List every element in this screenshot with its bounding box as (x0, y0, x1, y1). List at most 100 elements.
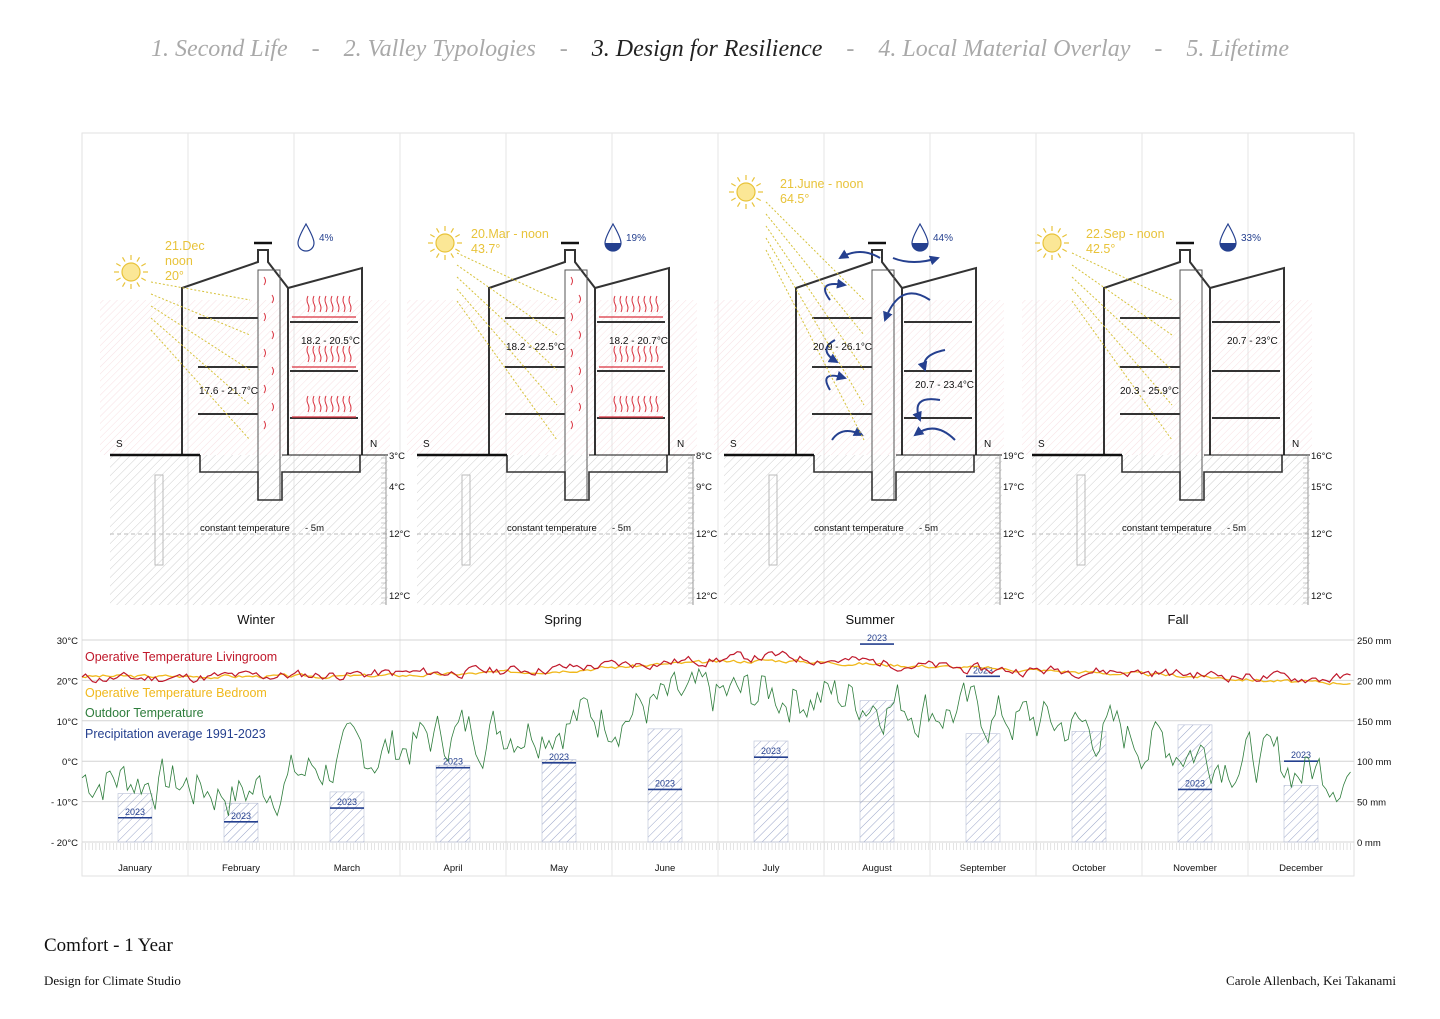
ground-temperature-label: 19°C (1003, 451, 1024, 462)
author-names: Carole Allenbach, Kei Takanami (1226, 973, 1396, 988)
room-temperature-range: 18.2 - 20.5°C (301, 336, 360, 347)
ground-temperature-label: 12°C (1003, 591, 1024, 602)
precipitation-2023-label: 2023 (867, 633, 887, 643)
room-temperature-range: 18.2 - 22.5°C (506, 342, 565, 353)
heat-emission-mark (306, 345, 310, 363)
ground-depth-label: - 5m (305, 523, 324, 534)
sun-ray (730, 182, 736, 187)
building-outline (795, 249, 977, 455)
basement-outline (199, 455, 361, 501)
sunlight-ray (1071, 288, 1173, 406)
heat-emission-mark (312, 345, 316, 363)
sun-ray (455, 233, 461, 238)
chimney-heat-mark (578, 402, 581, 412)
sunlight-ray (150, 329, 251, 441)
heat-emission-mark (324, 295, 328, 313)
nav-item-lifetime[interactable]: 5. Lifetime (1186, 36, 1290, 62)
chimney-heat-mark (271, 402, 274, 412)
season-label: Winter (237, 612, 275, 627)
nav-item-valley-typologies[interactable]: 2. Valley Typologies (343, 36, 536, 62)
chimney-heat-mark (570, 312, 573, 322)
month-label: July (763, 863, 780, 874)
section-navigation: 1. Second Life -2. Valley Typologies -3. D… (0, 36, 1440, 63)
room-temperature-range: 20.7 - 23.4°C (915, 380, 974, 391)
ground-temperature-label: 15°C (1311, 482, 1332, 493)
heat-emission-mark (348, 395, 352, 413)
chimney-heat-mark (570, 348, 573, 358)
room-temperature-range: 20.9 - 26.1°C (813, 342, 872, 353)
airflow-arrow (825, 370, 847, 391)
heat-emission-mark (625, 345, 629, 363)
constant-temperature-label: constant temperature (1122, 523, 1212, 534)
heat-emission-mark (643, 395, 647, 413)
sun-ray (1057, 253, 1062, 259)
heat-emission-mark (649, 395, 653, 413)
airflow-arrow (912, 398, 941, 422)
orientation-south: S (423, 439, 430, 450)
sun-angle-label: 43.7° (471, 242, 500, 256)
right-axis-tick-label: 150 mm (1357, 717, 1391, 728)
sun-ray (115, 262, 121, 267)
sun-ray (1062, 233, 1068, 238)
sun-ray (450, 253, 455, 259)
month-label: May (550, 863, 568, 874)
nav-item-second-life[interactable]: 1. Second Life (150, 36, 288, 62)
month-label: June (655, 863, 676, 874)
heat-emission-mark (342, 345, 346, 363)
sun-ray (736, 176, 741, 182)
heat-emission-mark (619, 295, 623, 313)
precipitation-share-label: 19% (626, 233, 646, 244)
precipitation-2023-label: 2023 (1185, 778, 1205, 788)
precipitation-bar (647, 728, 683, 843)
sun-ray (136, 256, 141, 262)
nav-item-design-for-resilience[interactable]: 3. Design for Resilience (591, 36, 823, 62)
season-label: Spring (544, 612, 582, 627)
sunlight-ray (150, 317, 251, 406)
heat-emission-mark (631, 345, 635, 363)
precipitation-drop-fill (1220, 243, 1236, 251)
precipitation-2023-label: 2023 (761, 746, 781, 756)
sun-ray (1042, 227, 1047, 233)
sunlight-ray (456, 300, 558, 441)
heat-emission-mark (637, 295, 641, 313)
basement-outline (506, 455, 668, 501)
airflow-arrow (824, 278, 847, 301)
chimney-heat-mark (271, 330, 274, 340)
heat-emission-mark (643, 295, 647, 313)
heat-emission-mark (631, 295, 635, 313)
sun-date-label: 20.Mar - noon (471, 227, 549, 241)
airflow-arrow (917, 349, 946, 372)
heat-emission-mark (324, 395, 328, 413)
heat-emission-mark (649, 345, 653, 363)
month-label: January (118, 863, 152, 874)
constant-temperature-label: constant temperature (814, 523, 904, 534)
precipitation-bar (1283, 785, 1319, 843)
nav-item-local-material-overlay[interactable]: 4. Local Material Overlay (878, 36, 1131, 62)
right-axis-tick-label: 250 mm (1357, 636, 1391, 647)
orientation-south: S (1038, 439, 1045, 450)
sun-ray (751, 176, 756, 182)
livingroom-temperature-line (81, 650, 1351, 684)
sun-icon (1035, 226, 1069, 260)
orientation-south: S (730, 439, 737, 450)
ground-temperature-label: 8°C (696, 451, 712, 462)
airflow-arrow (892, 255, 940, 266)
sun-ray (1042, 253, 1047, 259)
heat-emission-mark (330, 295, 334, 313)
air-haze (1022, 300, 1312, 455)
sun-disc (1042, 233, 1062, 253)
heat-emission-mark (312, 395, 316, 413)
constant-temperature-label: constant temperature (200, 523, 290, 534)
sun-ray (1057, 227, 1062, 233)
chimney-heat-mark (263, 420, 266, 430)
month-label: October (1072, 863, 1106, 874)
chimney-heat-mark (578, 294, 581, 304)
orientation-south: S (116, 439, 123, 450)
legend-entry: Operative Temperature Bedroom (85, 686, 267, 700)
chimney-heat-mark (271, 294, 274, 304)
heat-emission-mark (631, 395, 635, 413)
sun-date-label: 22.Sep - noon (1086, 227, 1165, 241)
sunlight-ray (456, 288, 558, 406)
